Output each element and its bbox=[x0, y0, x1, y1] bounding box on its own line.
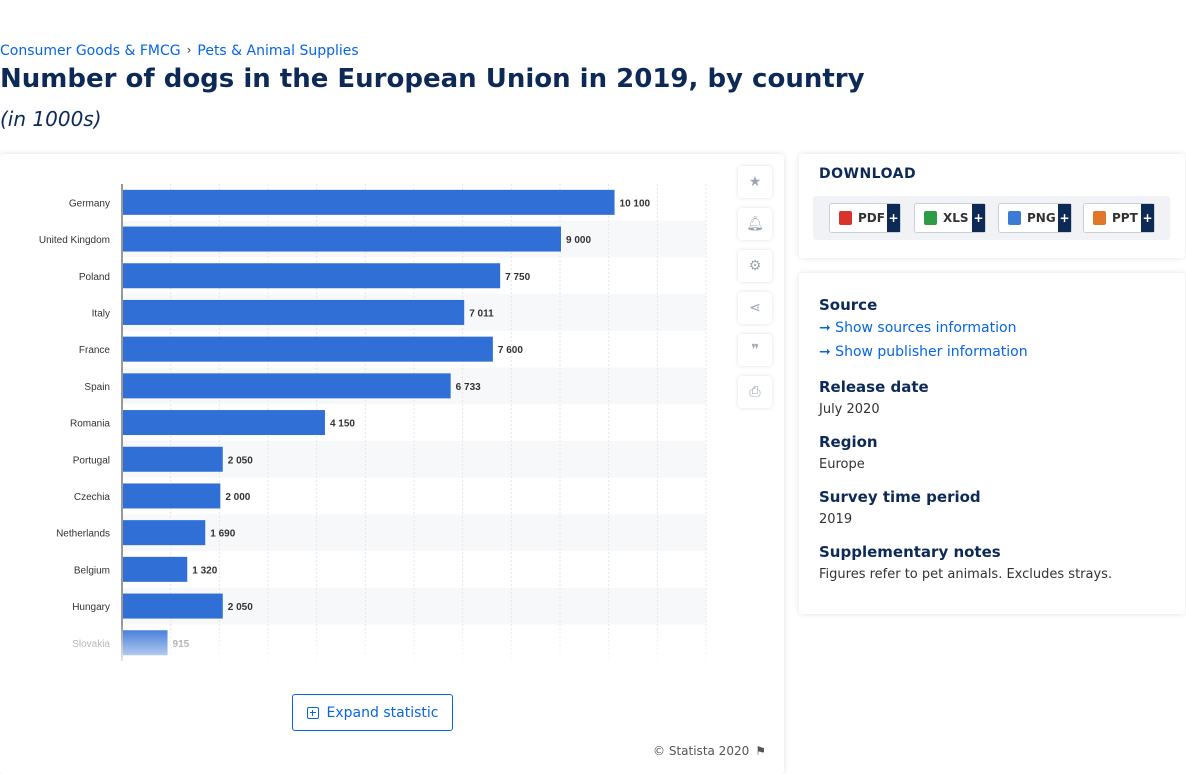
breadcrumb-link-pets[interactable]: Pets & Animal Supplies bbox=[197, 43, 359, 59]
xls-plus-button[interactable]: + bbox=[972, 204, 985, 232]
pdf-file-icon bbox=[839, 211, 852, 225]
bar-spain[interactable] bbox=[123, 373, 451, 399]
bell-icon[interactable]: 🔔︎ bbox=[738, 208, 772, 240]
png-file-icon bbox=[1008, 211, 1021, 225]
gear-icon[interactable]: ⚙ bbox=[738, 250, 772, 282]
info-card: Source ➞ Show sources information ➞ Show… bbox=[799, 273, 1185, 614]
credit-text[interactable]: © Statista 2020 bbox=[653, 744, 750, 758]
category-label: Spain bbox=[84, 382, 110, 393]
survey-period-heading: Survey time period bbox=[819, 488, 981, 506]
show-publisher-link[interactable]: ➞ Show publisher information bbox=[819, 344, 1028, 360]
value-label: 6 733 bbox=[456, 382, 481, 393]
download-pdf-button[interactable]: PDF + bbox=[829, 203, 901, 233]
category-label: Hungary bbox=[72, 602, 110, 613]
bar-belgium[interactable] bbox=[123, 556, 188, 582]
category-label: Czechia bbox=[74, 492, 111, 503]
bar-germany[interactable] bbox=[123, 189, 615, 215]
notes-value: Figures refer to pet animals. Excludes s… bbox=[819, 567, 1113, 582]
value-label: 7 011 bbox=[469, 308, 494, 319]
xls-file-icon bbox=[924, 211, 937, 225]
page-title: Number of dogs in the European Union in … bbox=[0, 64, 865, 94]
ppt-plus-button[interactable]: + bbox=[1141, 204, 1154, 232]
flag-icon[interactable]: ⚑ bbox=[755, 744, 766, 758]
region-value: Europe bbox=[819, 457, 865, 472]
value-label: 7 750 bbox=[505, 272, 530, 283]
pdf-label: PDF bbox=[858, 211, 885, 225]
category-label: United Kingdom bbox=[39, 235, 110, 246]
expand-statistic-button[interactable]: Expand statistic bbox=[292, 694, 453, 731]
value-label: 7 600 bbox=[498, 345, 523, 356]
png-label: PNG bbox=[1027, 211, 1056, 225]
breadcrumb: Consumer Goods & FMCG › Pets & Animal Su… bbox=[0, 43, 359, 59]
category-label: Italy bbox=[92, 308, 110, 319]
download-bar: PDF + XLS + PNG + PPT + bbox=[813, 196, 1170, 240]
ppt-file-icon bbox=[1093, 211, 1106, 225]
breadcrumb-link-consumer-goods[interactable]: Consumer Goods & FMCG bbox=[0, 43, 181, 59]
chart-fade-overlay bbox=[0, 624, 720, 674]
region-heading: Region bbox=[819, 433, 878, 451]
download-xls-button[interactable]: XLS + bbox=[914, 203, 986, 233]
category-label: France bbox=[79, 345, 111, 356]
png-plus-button[interactable]: + bbox=[1058, 204, 1071, 232]
release-date-heading: Release date bbox=[819, 378, 929, 396]
ppt-label: PPT bbox=[1112, 211, 1138, 225]
bar-portugal[interactable] bbox=[123, 446, 223, 472]
bar-france[interactable] bbox=[123, 336, 493, 362]
source-heading: Source bbox=[819, 296, 878, 314]
value-label: 9 000 bbox=[566, 235, 591, 246]
share-icon[interactable]: ⋖ bbox=[738, 292, 772, 324]
category-label: Portugal bbox=[73, 455, 110, 466]
download-card: DOWNLOAD PDF + XLS + PNG + PPT + bbox=[799, 154, 1185, 258]
show-sources-link[interactable]: ➞ Show sources information bbox=[819, 320, 1017, 336]
bar-hungary[interactable] bbox=[123, 593, 223, 619]
value-label: 2 050 bbox=[228, 455, 253, 466]
category-label: Poland bbox=[79, 272, 110, 283]
download-png-button[interactable]: PNG + bbox=[998, 203, 1072, 233]
statista-credit: © Statista 2020 ⚑ bbox=[653, 744, 766, 758]
breadcrumb-separator: › bbox=[186, 43, 192, 57]
print-icon[interactable]: ⎙ bbox=[738, 376, 772, 408]
bar-netherlands[interactable] bbox=[123, 520, 206, 546]
expand-icon bbox=[306, 706, 319, 719]
category-label: Germany bbox=[69, 198, 110, 209]
value-label: 4 150 bbox=[330, 419, 355, 430]
release-date-value: July 2020 bbox=[819, 402, 880, 417]
value-label: 1 320 bbox=[192, 565, 217, 576]
category-label: Netherlands bbox=[56, 529, 110, 540]
survey-period-value: 2019 bbox=[819, 512, 853, 527]
star-icon[interactable]: ★ bbox=[738, 166, 772, 198]
category-label: Romania bbox=[70, 419, 110, 430]
bar-poland[interactable] bbox=[123, 263, 501, 289]
page-subtitle: (in 1000s) bbox=[0, 107, 102, 131]
value-label: 1 690 bbox=[210, 529, 235, 540]
bar-italy[interactable] bbox=[123, 299, 465, 325]
value-label: 10 100 bbox=[620, 198, 651, 209]
notes-heading: Supplementary notes bbox=[819, 543, 1001, 561]
chart-toolbar: ★ 🔔︎ ⚙ ⋖ ❞ ⎙ bbox=[738, 166, 772, 408]
pdf-plus-button[interactable]: + bbox=[887, 204, 900, 232]
value-label: 2 050 bbox=[228, 602, 253, 613]
value-label: 2 000 bbox=[225, 492, 250, 503]
bar-romania[interactable] bbox=[123, 410, 325, 436]
bar-united-kingdom[interactable] bbox=[123, 226, 561, 252]
bar-chart: Germany 10 100 United Kingdom 9 000 Poland 7 … bbox=[39, 184, 707, 662]
download-ppt-button[interactable]: PPT + bbox=[1083, 203, 1155, 233]
expand-label: Expand statistic bbox=[326, 704, 439, 721]
chart-card: Germany 10 100 United Kingdom 9 000 Poland 7 … bbox=[0, 154, 784, 774]
quote-icon[interactable]: ❞ bbox=[738, 334, 772, 366]
category-label: Belgium bbox=[74, 565, 110, 576]
xls-label: XLS bbox=[943, 211, 969, 225]
bar-czechia[interactable] bbox=[123, 483, 221, 509]
download-title: DOWNLOAD bbox=[819, 166, 917, 182]
